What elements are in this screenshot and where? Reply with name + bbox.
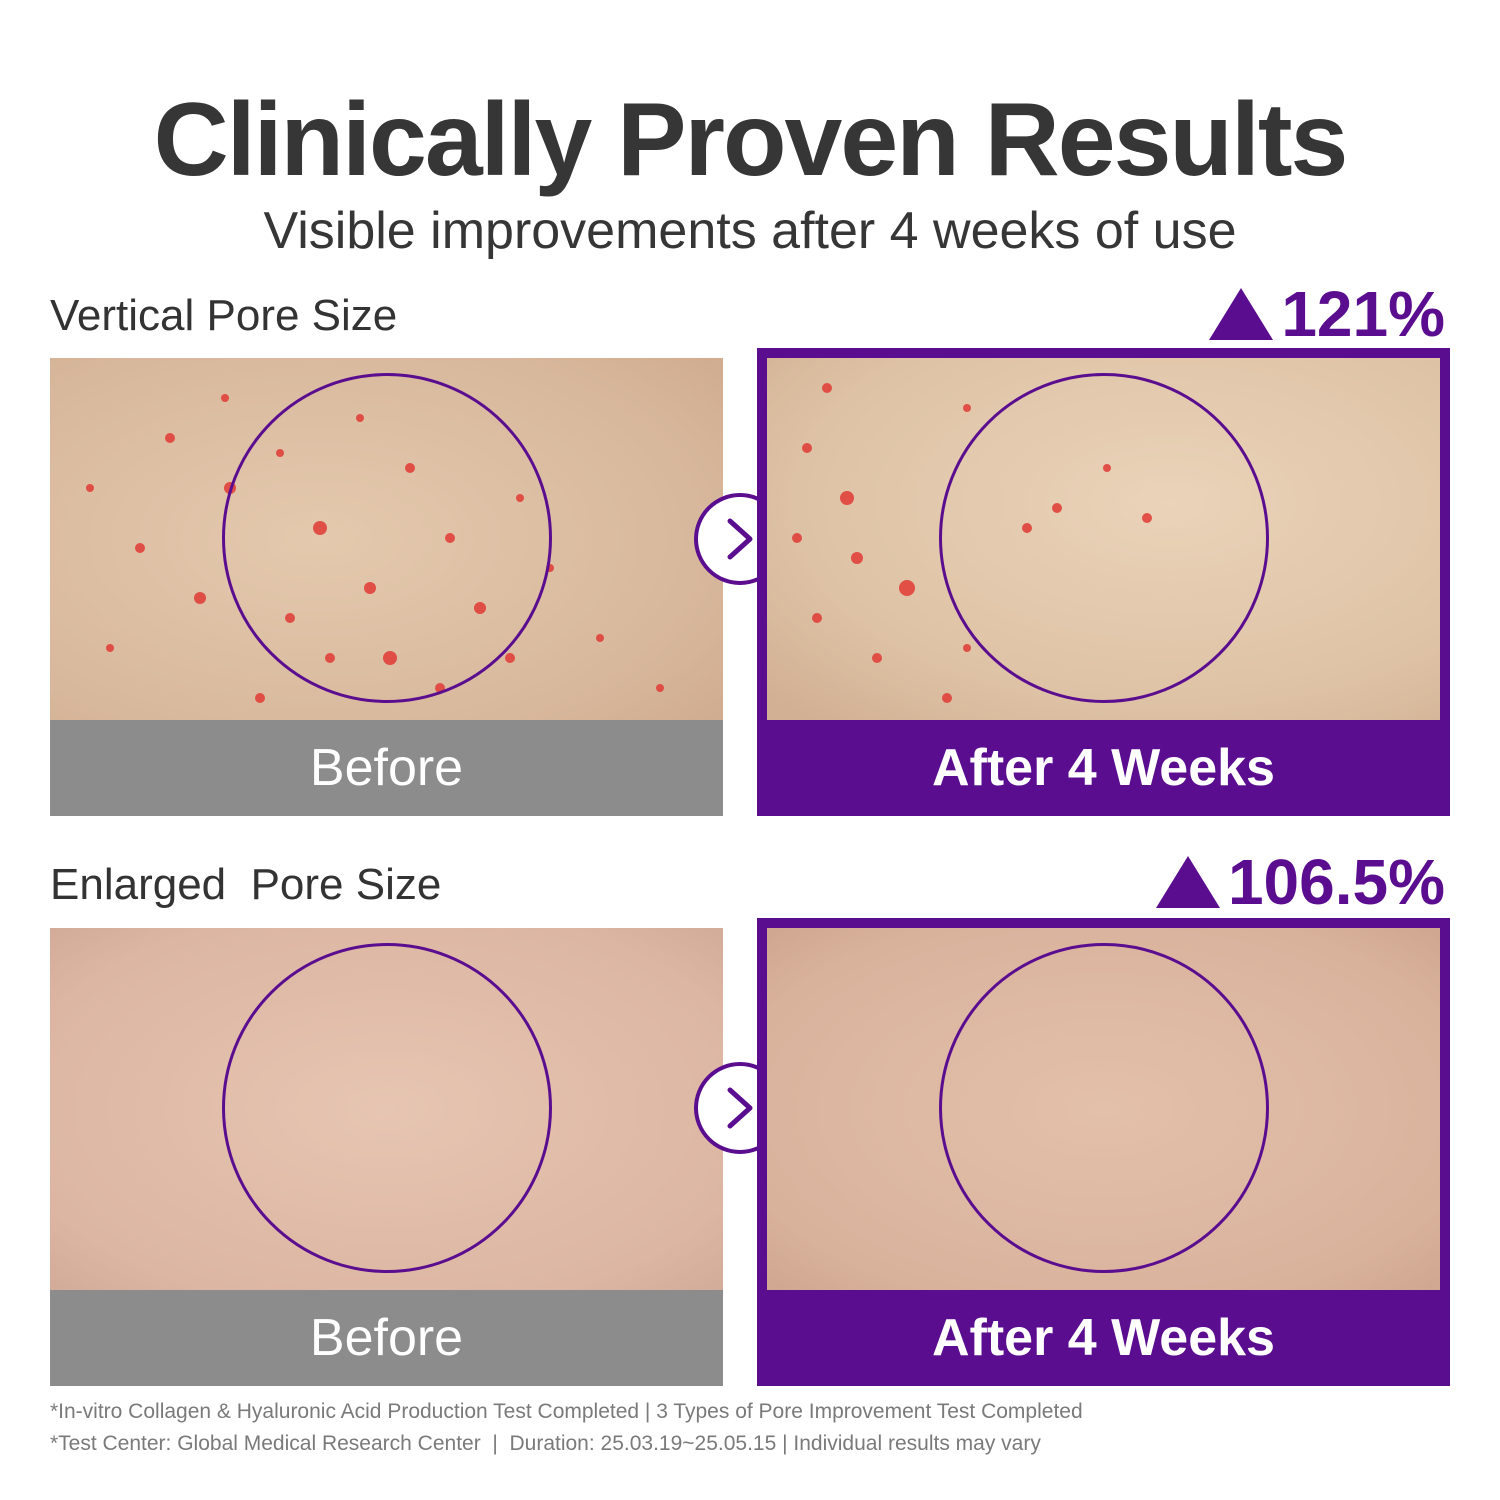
improvement-value: 106.5% (1227, 846, 1445, 918)
before-panel-enlarged: Before (50, 928, 723, 1386)
footnote-center: *Test Center: Global Medical Research Ce… (50, 1432, 1041, 1455)
section-label-enlarged: Enlarged Pore Size (50, 860, 442, 909)
chevron-right-icon (727, 518, 753, 560)
after-panel-vertical: After 4 Weeks (757, 348, 1450, 816)
before-caption: Before (50, 720, 723, 816)
footnote-tests: *In-vitro Collagen & Hyaluronic Acid Pro… (50, 1400, 1083, 1423)
focus-ring (939, 373, 1269, 703)
triangle-up-icon (1155, 856, 1220, 908)
focus-ring (222, 373, 552, 703)
after-caption: After 4 Weeks (757, 720, 1450, 816)
chevron-right-icon (727, 1087, 753, 1129)
improvement-badge-vertical: 121% (1209, 282, 1445, 346)
focus-ring (939, 943, 1269, 1273)
section-label-vertical: Vertical Pore Size (50, 291, 398, 340)
after-panel-enlarged: After 4 Weeks (757, 918, 1450, 1386)
improvement-badge-enlarged: 106.5% (1155, 846, 1445, 918)
improvement-value: 121% (1281, 278, 1445, 350)
page-title: Clinically Proven Results (153, 82, 1349, 198)
after-caption: After 4 Weeks (757, 1290, 1450, 1386)
page-subtitle: Visible improvements after 4 weeks of us… (263, 202, 1237, 260)
focus-ring (222, 943, 552, 1273)
before-caption: Before (50, 1290, 723, 1386)
triangle-up-icon (1209, 288, 1274, 340)
before-panel-vertical: Before (50, 358, 723, 816)
